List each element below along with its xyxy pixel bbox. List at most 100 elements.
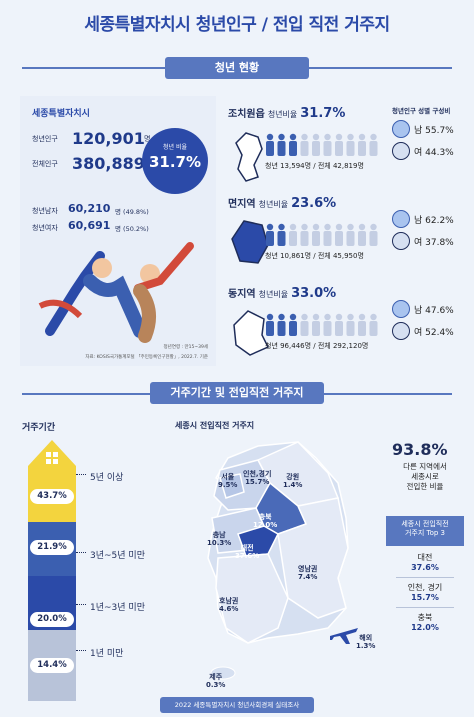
person-icon <box>277 223 286 246</box>
youth-ratio-pictogram <box>266 133 378 156</box>
map-region-pct: 9.5% <box>218 480 238 489</box>
male-face-icon <box>392 120 410 138</box>
region-heading: 동지역 청년비율 33.0% <box>228 285 336 301</box>
map-region-name: 충남 <box>212 531 226 539</box>
region-name: 면지역 <box>228 199 256 210</box>
person-icon <box>358 133 366 156</box>
person-icon <box>300 313 309 336</box>
region-name: 조치원읍 <box>228 109 265 120</box>
top3-name: 인천, 경기 <box>407 583 443 592</box>
youth-label: 청년인구 <box>32 135 58 143</box>
person-icon <box>300 133 309 156</box>
region-ratio-label: 청년비율 <box>267 110 298 119</box>
duration-leader-line <box>76 474 86 475</box>
map-region-label: 영남권 7.4% <box>298 565 317 581</box>
gender-male-row: 남 62.2% <box>392 210 454 228</box>
duration-pct: 20.0% <box>30 612 74 627</box>
big-pct: 93.8% <box>392 440 448 459</box>
person-icon <box>323 133 332 156</box>
male-face-icon <box>392 210 410 228</box>
total-label: 전체인구 <box>32 160 58 168</box>
gender-male-value: 남 55.7% <box>414 125 454 136</box>
female-value: 60,691 <box>68 219 111 232</box>
person-icon <box>335 313 343 336</box>
female-face-icon <box>392 322 410 340</box>
map-region-label: 강원 1.4% <box>283 473 302 489</box>
youth-running-illustration <box>38 242 194 343</box>
gender-female-row: 여 52.4% <box>392 322 454 340</box>
ratio-value: 31.7% <box>148 153 202 171</box>
region-map-icon <box>233 310 270 356</box>
person-icon <box>358 313 366 336</box>
korea-map <box>207 441 349 680</box>
top3-pct: 15.7% <box>411 593 439 602</box>
region-map-icon <box>235 132 263 182</box>
top3-divider <box>396 577 454 578</box>
person-icon <box>358 223 366 246</box>
person-icon <box>277 133 286 156</box>
person-icon <box>323 313 332 336</box>
female-face-icon <box>392 142 410 160</box>
ratio-circle: 청년 비율 31.7% <box>142 128 208 194</box>
person-icon <box>346 223 355 246</box>
region-heading: 면지역 청년비율 23.6% <box>228 195 336 211</box>
big-desc-line: 전입한 비율 <box>406 482 444 492</box>
region-ratio-label: 청년비율 <box>258 290 289 299</box>
gender-male-row: 남 55.7% <box>392 120 454 138</box>
map-region-name: 호남권 <box>219 597 239 605</box>
ratio-label: 청년 비율 <box>163 144 187 151</box>
region-ratio: 33.0% <box>291 286 337 301</box>
person-icon <box>346 313 355 336</box>
top3-divider <box>396 607 454 608</box>
female-pct: 명 (50.2%) <box>115 225 149 233</box>
person-icon <box>369 223 378 246</box>
top3-pct: 12.0% <box>411 623 439 632</box>
airplane-icon <box>330 628 358 644</box>
region-heading: 조치원읍 청년비율 31.7% <box>228 105 345 121</box>
person-icon <box>289 133 297 156</box>
duration-leader-line <box>76 552 86 553</box>
person-icon <box>369 313 378 336</box>
map-region-label: 대전 37.6% <box>235 544 259 560</box>
gender-female-value: 여 37.8% <box>414 237 454 248</box>
map-region-pct: 1.3% <box>356 641 376 650</box>
gender-female-row: 여 37.8% <box>392 232 454 250</box>
male-face-icon <box>392 300 410 318</box>
map-region-name: 대전 <box>240 544 254 552</box>
person-icon <box>289 313 297 336</box>
map-region-name: 해외 <box>359 634 373 642</box>
region-ratio: 23.6% <box>291 196 337 211</box>
person-icon <box>335 223 343 246</box>
youth-value: 120,901 <box>72 129 145 148</box>
male-label: 청년남자 <box>32 207 58 215</box>
top3-header: 세종시 전입직전 거주지 Top 3 <box>386 516 464 546</box>
person-icon <box>300 223 309 246</box>
page-title: 세종특별자치시 청년인구 / 전입 직전 거주지 <box>84 15 390 35</box>
person-icon <box>266 133 274 156</box>
person-icon <box>346 133 355 156</box>
map-region-pct: 4.6% <box>219 604 239 613</box>
map-region-name: 서울 <box>221 473 235 481</box>
duration-leader-line <box>76 604 86 605</box>
duration-title: 거주기간 <box>22 423 56 433</box>
source-note: 자료: KOSIS국가통계포털 「주민등록인구현황」, 2022.7. 기준 <box>85 355 208 360</box>
map-region-name: 강원 <box>286 473 300 481</box>
gender-male-value: 남 47.6% <box>414 305 454 316</box>
gender-header: 청년인구 성별 구성비 <box>392 107 451 115</box>
region-detail: 청년 96,446명 / 전체 292,120명 <box>265 342 369 350</box>
region-detail: 청년 10,861명 / 전체 45,950명 <box>265 252 364 260</box>
top3-pct: 37.6% <box>411 563 439 572</box>
map-region-name: 충북 <box>258 513 272 521</box>
age-note: 청년연령 : 만15~39세 <box>163 345 208 350</box>
person-icon <box>312 133 320 156</box>
top3-title-line: 세종시 전입직전 <box>401 520 449 528</box>
map-region-name: 인천,경기 <box>243 470 272 478</box>
total-value: 380,889 <box>72 154 145 173</box>
person-icon <box>277 313 286 336</box>
map-region-pct: 10.3% <box>207 538 232 547</box>
duration-leader-line <box>76 650 86 651</box>
map-region-label: 호남권 4.6% <box>219 597 239 613</box>
sejong-name: 세종특별자치시 <box>32 109 90 119</box>
duration-pct: 14.4% <box>30 658 74 673</box>
big-desc-line: 다른 지역에서 <box>403 462 447 471</box>
